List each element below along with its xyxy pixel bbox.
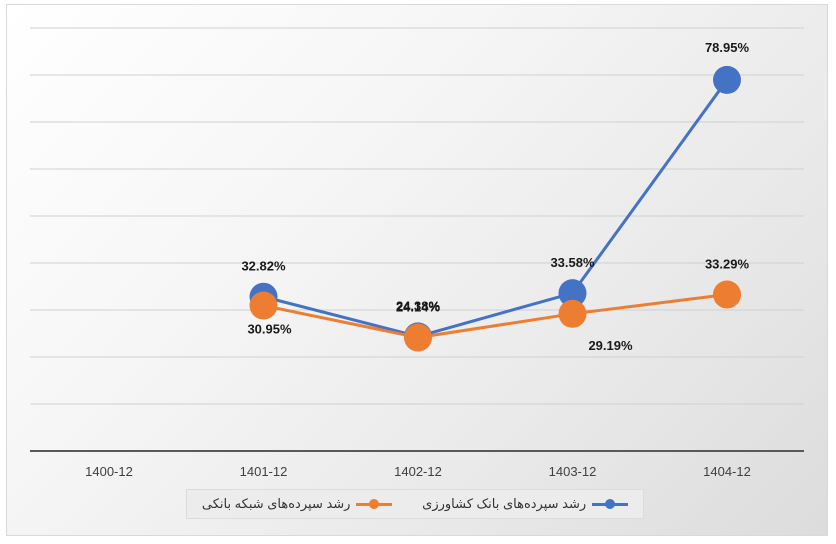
x-tick-label: 1401-12 (240, 464, 288, 479)
series-1-point (713, 65, 741, 94)
series-2-data-label: 24.14% (396, 300, 441, 315)
legend-swatch-series-1 (592, 498, 629, 510)
series-2-point (249, 291, 278, 320)
x-tick-label: 1400-12 (85, 464, 133, 479)
series-1-data-label: 24.38% (396, 298, 441, 313)
series-2-line (263, 293, 728, 340)
x-tick-label: 1403-12 (549, 464, 597, 479)
series-2-point (558, 299, 587, 328)
series-2-data-label: 30.95% (247, 322, 292, 337)
series-1-data-label: 33.58% (550, 255, 595, 270)
legend-marker-series-1 (605, 499, 616, 509)
x-tick-label: 1404-12 (703, 464, 751, 479)
legend-label-series-2: رشد سپرده‌های شبکه بانکی (201, 496, 351, 511)
series-1-point (558, 279, 587, 308)
legend-item-series-2: رشد سپرده‌های شبکه بانکی (202, 496, 393, 512)
series-1-data-label: 78.95% (705, 40, 750, 55)
x-tick-label: 1402-12 (394, 464, 442, 479)
chart-legend: رشد سپرده‌های بانک کشاورزی رشد سپرده‌های… (186, 489, 644, 519)
legend-item-series-1: رشد سپرده‌های بانک کشاورزی (422, 496, 629, 512)
legend-swatch-series-2 (356, 498, 393, 510)
legend-marker-series-2 (369, 499, 380, 509)
legend-label-series-1: رشد سپرده‌های بانک کشاورزی (422, 496, 587, 511)
series-2-point (713, 280, 741, 309)
series-1-data-label: 32.82% (241, 259, 286, 274)
chart-frame (6, 4, 828, 536)
series-2-point (404, 323, 432, 352)
series-1-line (263, 79, 729, 338)
series-2-data-label: 33.29% (705, 257, 750, 272)
series-2-data-label: 29.19% (588, 338, 633, 353)
